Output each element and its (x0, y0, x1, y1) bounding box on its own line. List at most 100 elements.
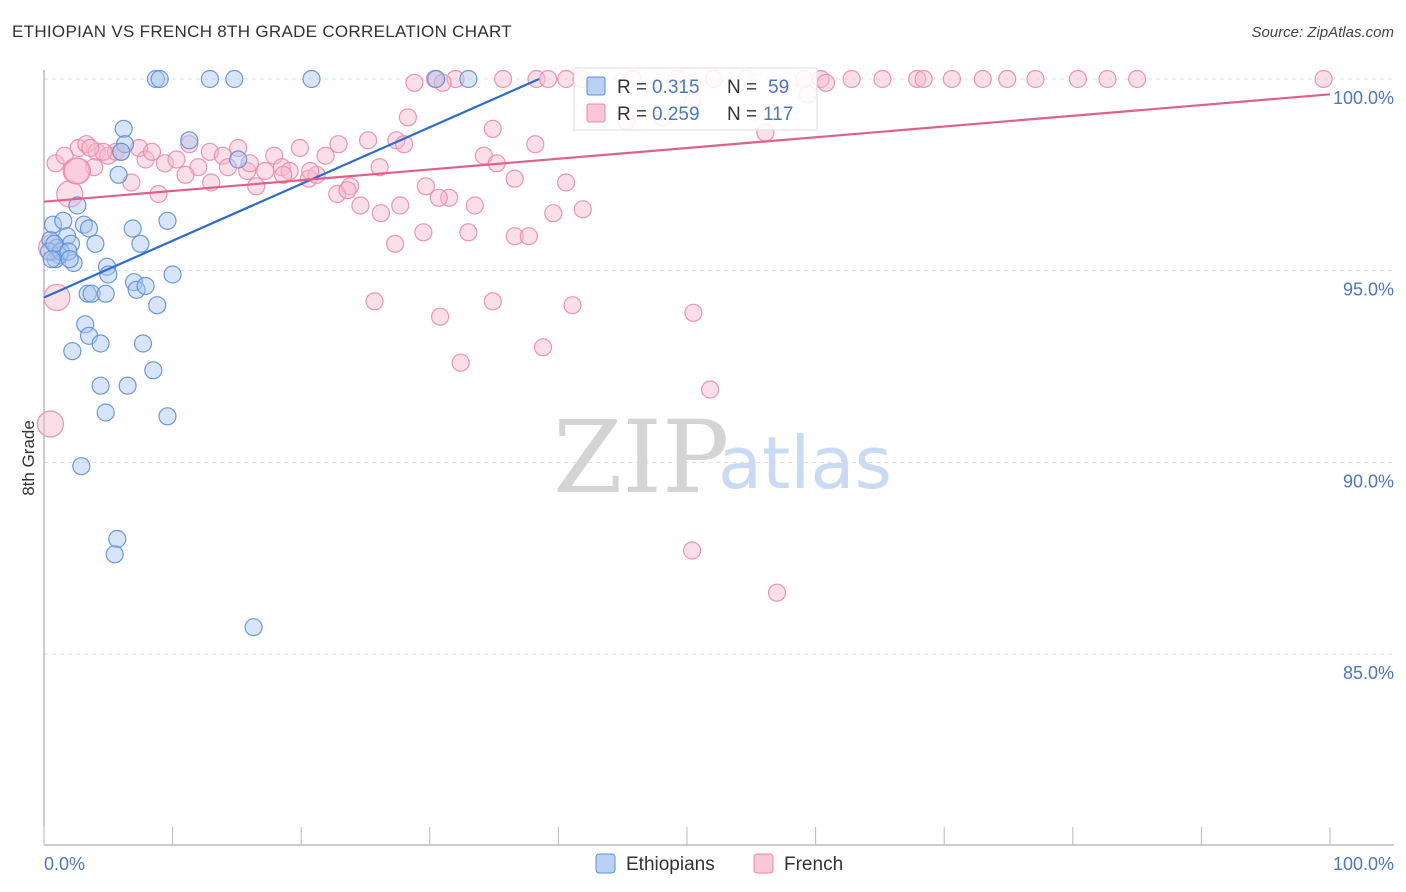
legend-n-label: N = (727, 77, 757, 98)
french-point (1314, 69, 1333, 89)
ethiopians-point (127, 280, 146, 299)
french-trend-line (43, 93, 1331, 203)
french-point (36, 410, 65, 438)
legend-r-value-french: 0.259 (652, 104, 700, 125)
french-point (431, 307, 450, 326)
ethiopians-point (225, 69, 244, 89)
ethiopians-point (59, 242, 78, 261)
stats-legend-box (573, 67, 818, 131)
french-point (414, 223, 433, 242)
french-point (767, 583, 787, 602)
points-layer (36, 69, 1333, 637)
ethiopians-point (60, 250, 79, 269)
french-point (465, 196, 484, 215)
ethiopians-point (112, 142, 131, 161)
french-point (908, 69, 927, 89)
french-point (556, 173, 576, 192)
ethiopians-point (91, 376, 110, 395)
french-point (1068, 69, 1088, 89)
legend-swatch-ethiopians (586, 76, 606, 96)
french-point (213, 146, 232, 165)
bottom-legend-swatch-ethiopians (595, 853, 616, 874)
chart-source: Source: ZipAtlas.com (1251, 24, 1394, 41)
french-point (700, 380, 720, 399)
french-point (973, 69, 992, 89)
ethiopians-point (163, 265, 182, 284)
french-point (526, 135, 545, 154)
y-tick-label: 85.0% (1343, 663, 1394, 683)
ethiopians-point (133, 334, 153, 353)
french-point (682, 541, 702, 560)
french-point (81, 138, 100, 158)
french-point (338, 181, 357, 200)
french-point (873, 69, 892, 89)
ethiopians-point (68, 196, 87, 215)
ethiopians-point (43, 215, 63, 234)
axes-layer (43, 70, 1394, 846)
ethiopians-point (54, 211, 73, 230)
ethiopians-point (118, 376, 137, 395)
ethiopians-point (180, 131, 199, 150)
ethiopians-point (72, 457, 91, 476)
french-point (63, 157, 92, 185)
french-point (533, 338, 553, 357)
french-point (328, 184, 347, 204)
bottom-legend: Ethiopians French (595, 853, 843, 875)
ethiopians-point (459, 69, 478, 89)
ethiopians-point (136, 276, 155, 296)
french-point (494, 69, 513, 89)
french-point (556, 69, 576, 89)
legend-n-value-ethiopians: 59 (768, 77, 789, 98)
french-point (218, 158, 237, 177)
bottom-legend-label-ethiopians: Ethiopians (626, 854, 715, 875)
french-point (370, 158, 389, 177)
ethiopians-point (82, 284, 101, 303)
legend-r-label: R = (617, 77, 647, 98)
x-tick-label-min: 0.0% (44, 854, 85, 874)
french-point (505, 227, 524, 246)
french-point (684, 303, 703, 322)
bottom-legend-label-french: French (784, 854, 843, 875)
watermark-atlas: atlas (718, 421, 892, 505)
ethiopians-point (427, 69, 446, 89)
ethiopians-point (45, 234, 64, 253)
french-point (1026, 69, 1045, 89)
french-point (451, 353, 470, 372)
french-point (149, 184, 168, 204)
ethiopians-point (109, 165, 128, 184)
ethiopians-point (96, 284, 115, 303)
y-tick-labels: 100.0% 95.0% 90.0% 85.0% (1333, 88, 1394, 683)
french-point (416, 177, 435, 196)
ethiopians-point (150, 69, 169, 89)
ethiopians-point (123, 219, 142, 238)
french-point (483, 119, 502, 138)
ethiopians-point (146, 69, 165, 89)
ethiopians-point (148, 296, 167, 315)
french-point (429, 188, 448, 207)
french-point (538, 69, 558, 89)
ethiopians-point (114, 119, 133, 138)
french-point (519, 227, 538, 246)
french-point (816, 73, 836, 92)
legend-n-label: N = (727, 104, 757, 125)
french-point (998, 69, 1017, 89)
ethiopians-point (91, 334, 110, 353)
legend-r-label: R = (617, 104, 647, 125)
french-point (176, 165, 195, 184)
french-point (405, 73, 424, 92)
french-point (573, 200, 592, 219)
ethiopians-point (63, 342, 82, 361)
legend-r-value-ethiopians: 0.315 (652, 77, 700, 98)
y-tick-label: 90.0% (1343, 471, 1394, 491)
ethiopians-point (244, 618, 263, 637)
french-point (440, 188, 459, 207)
watermark: ZIP atlas (553, 399, 892, 516)
ethiopians-point (78, 284, 97, 303)
ethiopians-point (42, 250, 61, 269)
y-tick-label: 95.0% (1343, 280, 1394, 300)
french-point (371, 204, 390, 223)
french-point (359, 131, 378, 150)
x-tick-layer (43, 827, 1331, 845)
ethiopians-point (79, 219, 99, 238)
